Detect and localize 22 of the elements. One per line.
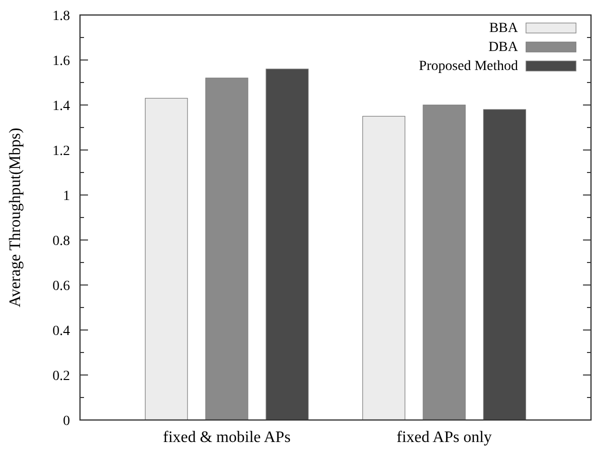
- y-tick-label: 1.2: [52, 144, 70, 159]
- y-tick-label: 1.8: [52, 8, 70, 24]
- y-tick-label: 0: [63, 414, 70, 429]
- y-tick-label: 0.2: [52, 368, 70, 384]
- bar: [483, 109, 526, 420]
- y-tick-label: 0.8: [52, 234, 70, 249]
- legend-label: BBA: [489, 21, 519, 36]
- y-tick-label: 1.4: [52, 98, 70, 114]
- bar: [205, 78, 248, 420]
- bar: [144, 98, 188, 420]
- legend-label: DBA: [488, 40, 519, 55]
- y-axis-title: Average Throughput(Mbps): [7, 128, 24, 308]
- y-tick-label: 0.4: [52, 324, 70, 339]
- y-tick-label: 0.6: [52, 278, 70, 294]
- y-tick-label: 1.6: [52, 54, 70, 69]
- x-tick-label: fixed APs only: [396, 429, 492, 446]
- bar: [266, 68, 309, 420]
- y-tick-label: 1: [63, 188, 70, 204]
- x-tick-label: fixed & mobile APs: [162, 429, 291, 446]
- legend-label: Proposed Method: [418, 59, 518, 74]
- bar: [362, 116, 406, 420]
- bar: [422, 104, 466, 420]
